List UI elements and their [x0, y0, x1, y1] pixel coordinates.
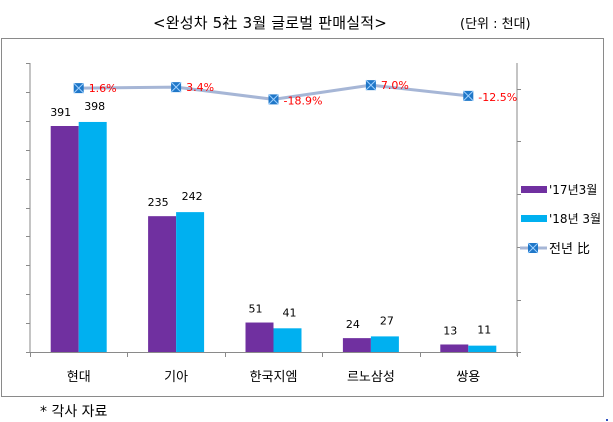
data-labels: 391 398 235 242 51 41 24 27 13 11 1.6% 3.4% -18.9% 7.… [50, 79, 517, 337]
legend-marker-icon [527, 242, 539, 254]
yoy-pct-label: 1.6% [89, 82, 117, 95]
bar-2018 [468, 345, 497, 352]
legend-marker-box [527, 242, 539, 254]
yoy-pct-label: -12.5% [478, 91, 517, 104]
chart-frame [1, 38, 604, 397]
yoy-marker [73, 82, 85, 94]
bar-value-label: 391 [50, 106, 71, 119]
bar-value-label: 242 [182, 190, 203, 203]
category-labels: 현대 기아 한국지엠 르노삼성 쌍용 [67, 370, 481, 385]
stray-dot [606, 419, 608, 421]
chart-title: <완성차 5社 3월 글로벌 판매실적> [152, 14, 388, 32]
marker-cross [170, 81, 182, 93]
yoy-marker [365, 79, 377, 91]
bar-2017 [440, 344, 469, 352]
category-label: 쌍용 [456, 370, 480, 385]
yoy-pct-label: 7.0% [381, 79, 409, 92]
bar-2018 [273, 328, 302, 352]
bar-2018 [176, 212, 205, 352]
category-label: 르노삼성 [347, 370, 395, 385]
category-label: 한국지엠 [250, 370, 298, 385]
axes [26, 63, 521, 357]
marker-cross [73, 82, 85, 94]
bar-2017 [148, 216, 177, 352]
category-label: 현대 [67, 370, 91, 385]
bars [50, 121, 497, 353]
bar-2018 [78, 121, 107, 353]
bar-value-label: 41 [283, 306, 297, 319]
legend-label-2017: '17년3월 [549, 183, 597, 197]
yoy-marker [462, 90, 474, 102]
yoy-marker [170, 81, 182, 93]
bar-2017 [342, 338, 371, 352]
bar-value-label: 27 [380, 314, 394, 327]
bar-value-label: 398 [84, 100, 105, 113]
chart: 391 398 235 242 51 41 24 27 13 11 1.6% 3.4% -18.9% 7.… [26, 63, 601, 385]
yoy-line-series [73, 79, 474, 105]
footnote: * 각사 자료 [40, 404, 108, 420]
bar-value-label: 235 [148, 196, 169, 209]
category-label: 기아 [164, 370, 188, 385]
yoy-marker [268, 94, 279, 105]
marker-cross [365, 79, 377, 91]
unit-note: (단위 : 천대) [460, 17, 531, 32]
legend-swatch-2018 [521, 215, 547, 222]
legend-swatch-2017 [521, 186, 547, 193]
bar-value-label: 51 [249, 303, 263, 316]
marker-cross [268, 94, 279, 105]
bar-2017 [50, 126, 79, 352]
bar-value-label: 24 [346, 318, 360, 331]
marker-cross [527, 242, 539, 254]
legend-label-yoy: 전년 比 [549, 242, 590, 257]
yoy-pct-label: -18.9% [284, 94, 323, 107]
bar-2017 [245, 322, 274, 352]
bar-value-label: 13 [443, 324, 457, 337]
legend: '17년3월 '18년 3월 전년 比 [520, 183, 601, 257]
marker-cross [462, 90, 474, 102]
legend-label-2018: '18년 3월 [549, 212, 601, 226]
yoy-pct-label: 3.4% [186, 81, 214, 94]
bar-2018 [370, 336, 399, 352]
bar-value-label: 11 [477, 324, 491, 337]
